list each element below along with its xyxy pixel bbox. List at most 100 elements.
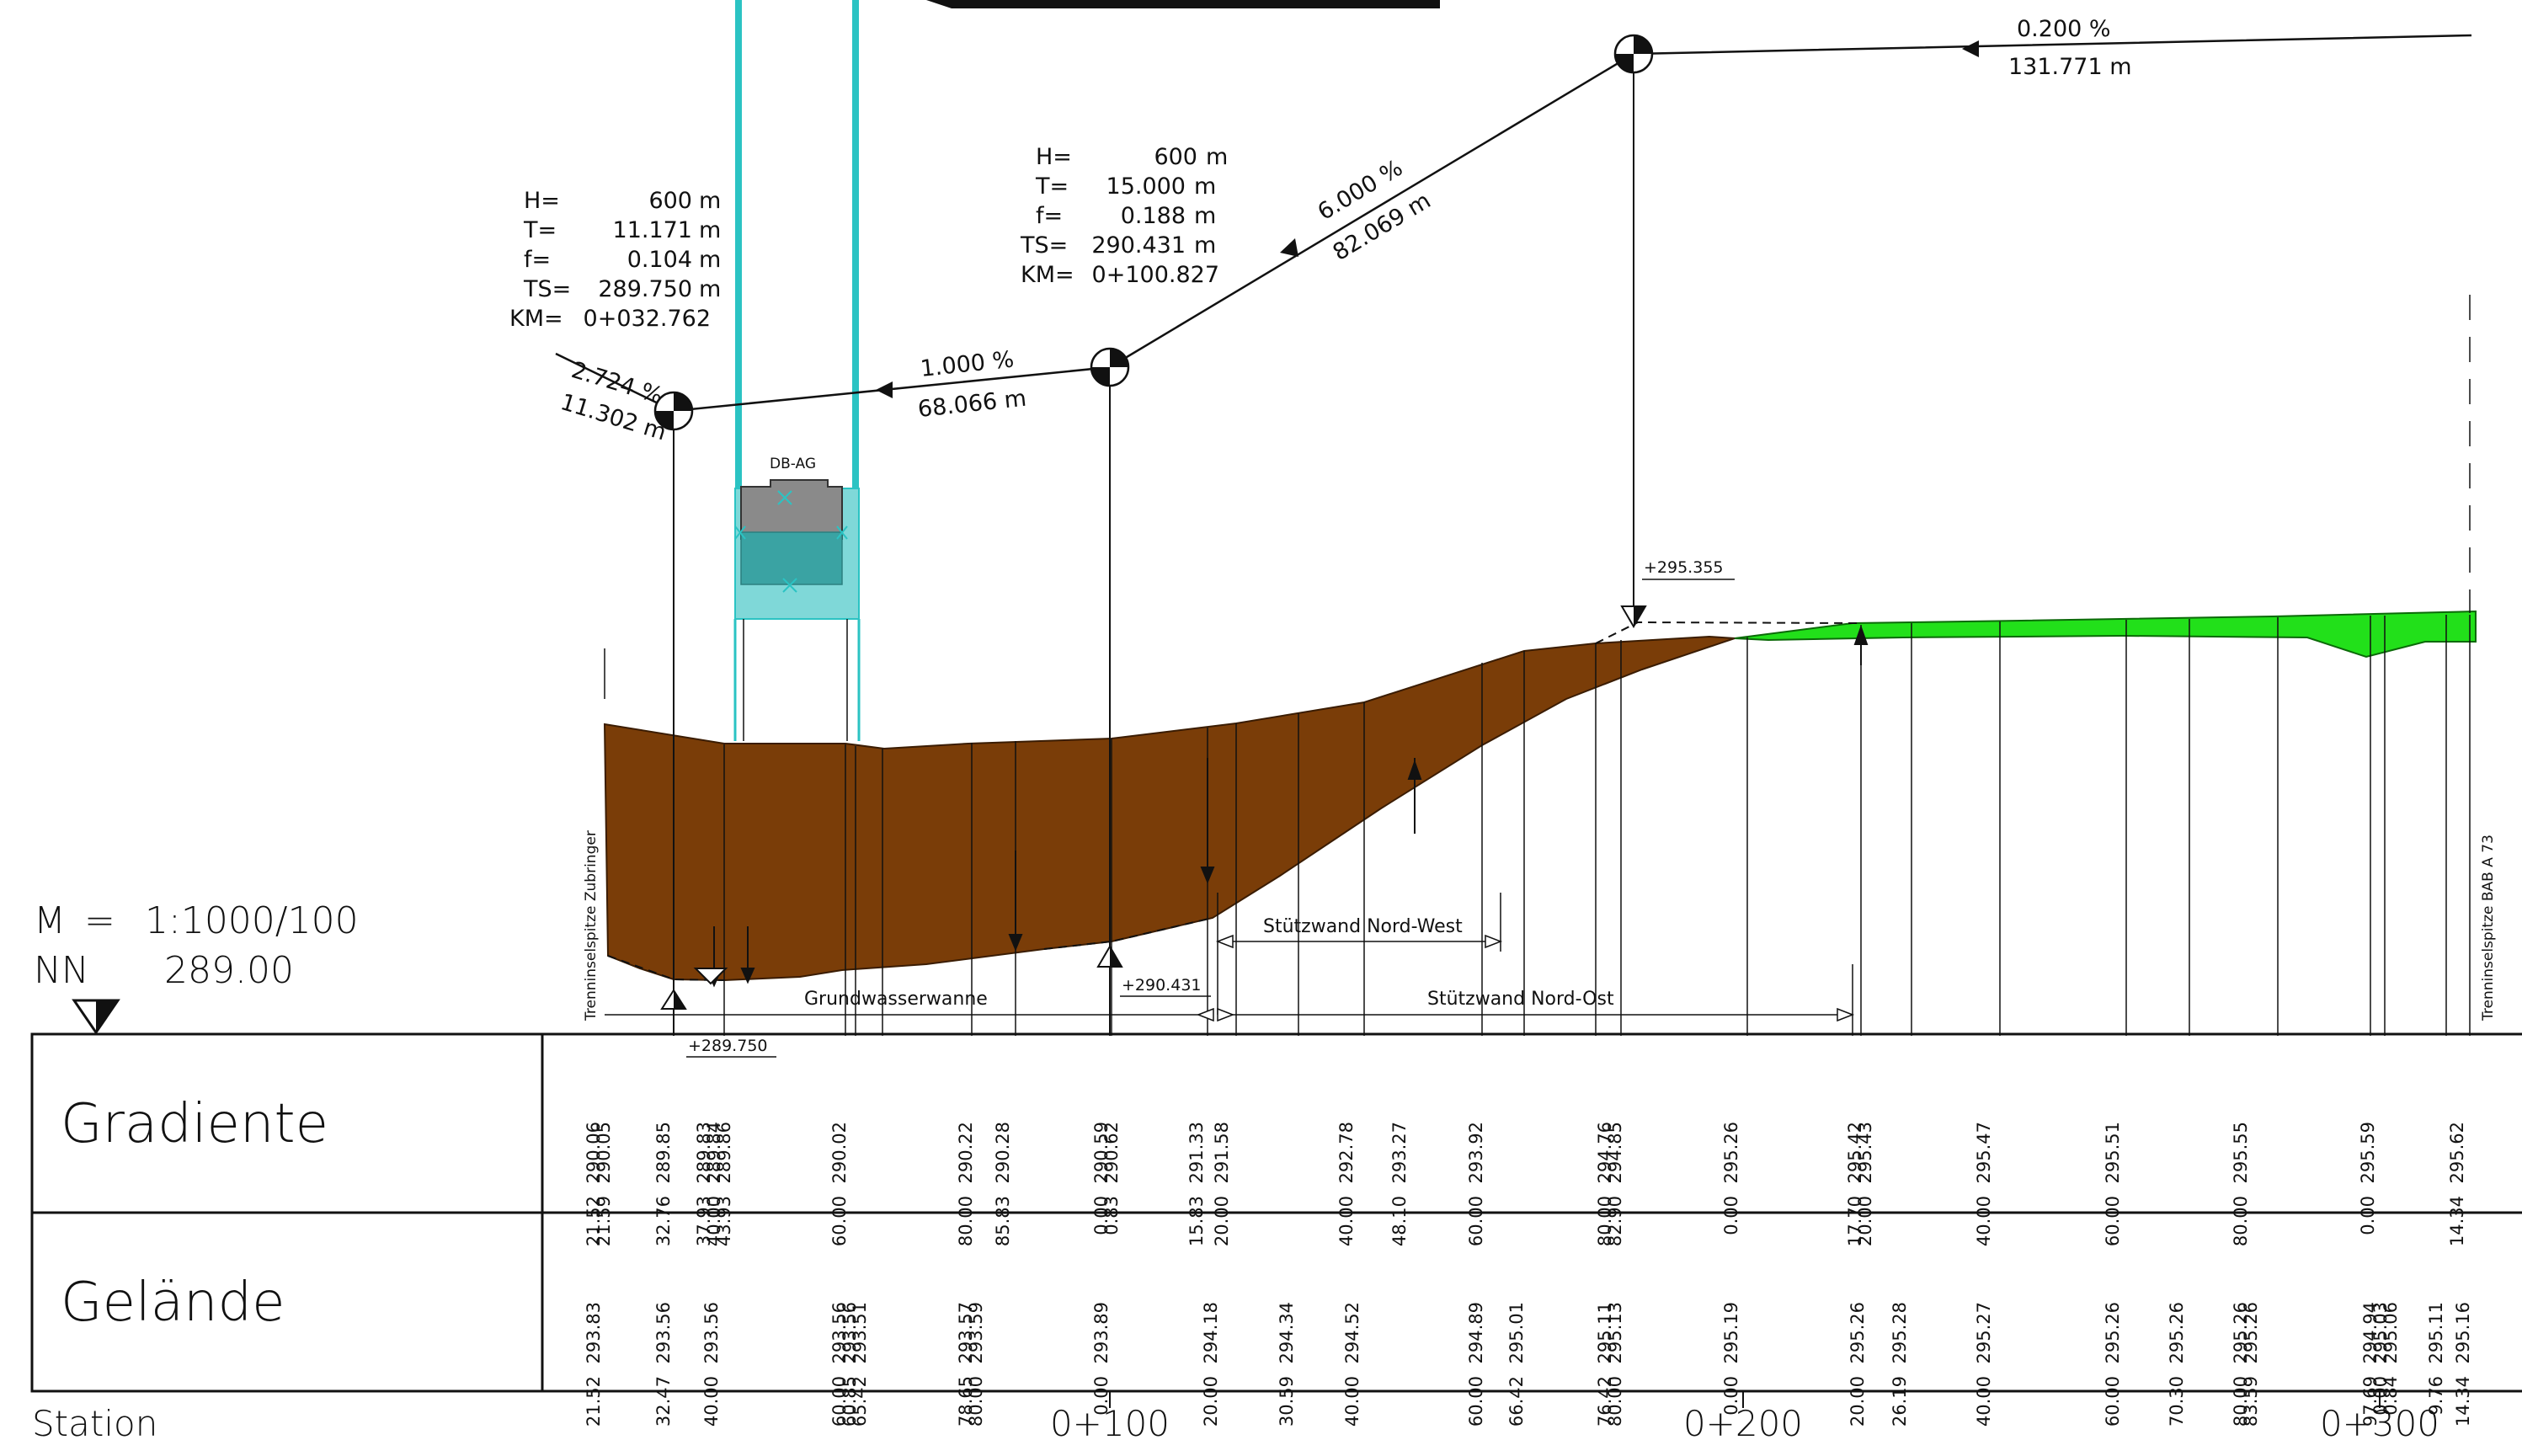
station-value: 60.00 <box>2103 1196 2123 1246</box>
svg-text:TS=: TS= <box>523 276 571 302</box>
elev-marker-1: +289.750 <box>660 989 776 1058</box>
elev-value: 290.02 <box>829 1122 850 1183</box>
station-value: 80.00 <box>2231 1196 2251 1246</box>
elev-label-3: +295.355 <box>1644 558 1724 577</box>
svg-text:T=: T= <box>523 217 557 243</box>
station-mark-200: 0+200 <box>1683 1403 1803 1444</box>
elev-value: 293.56 <box>829 1302 850 1363</box>
elev-value: 289.85 <box>653 1122 674 1183</box>
station-value: 43.93 <box>714 1196 734 1246</box>
station-value: 70.30 <box>2167 1376 2187 1427</box>
station-value: 9.76 <box>2426 1376 2446 1416</box>
grade-2-len: 68.066 m <box>916 386 1027 423</box>
elev-label-2: +290.431 <box>1122 976 1202 995</box>
nordwest-label: Stützwand Nord-West <box>1263 916 1463 937</box>
station-value: 0.00 <box>1721 1376 1741 1416</box>
svg-text:f=: f= <box>1036 203 1063 229</box>
elev-value: 291.58 <box>1212 1122 1232 1183</box>
station-value: 40.00 <box>1974 1196 1994 1246</box>
station-value: 80.00 <box>956 1196 976 1246</box>
station-value: 21.52 <box>584 1196 604 1246</box>
elev-value: 293.57 <box>956 1302 976 1363</box>
station-value: 78.65 <box>956 1376 976 1427</box>
svg-text:m: m <box>699 276 721 302</box>
elev-value: 294.89 <box>1466 1302 1486 1363</box>
elev-value: 290.06 <box>584 1122 604 1183</box>
elev-label-1: +289.750 <box>688 1037 768 1055</box>
svg-text:0.104: 0.104 <box>627 247 692 273</box>
elev-value: 293.59 <box>966 1302 986 1363</box>
scale-value: 1:1000/100 <box>145 899 359 942</box>
profile-geometry: DB-AG <box>555 0 2497 1058</box>
elev-value: 295.26 <box>2167 1302 2187 1363</box>
svg-text:m: m <box>699 188 721 214</box>
pvi-1 <box>653 391 694 431</box>
station-value: 40.00 <box>701 1376 722 1427</box>
svg-text:600: 600 <box>1154 144 1197 170</box>
station-mark-300: 0+300 <box>2320 1403 2439 1444</box>
elevation-markers: +289.750 +290.431 +295.355 <box>660 558 1735 1058</box>
svg-text:m: m <box>1206 144 1228 170</box>
elev-value: 293.56 <box>653 1302 674 1363</box>
station-value: 80.00 <box>1595 1196 1615 1246</box>
svg-text:m: m <box>699 247 721 273</box>
gelaende-values: 293.8321.52293.5632.47293.5640.00293.562… <box>584 1302 2473 1427</box>
station-value: 32.47 <box>653 1376 674 1427</box>
elev-value: 294.85 <box>1605 1122 1625 1183</box>
elev-value: 290.62 <box>1101 1122 1122 1183</box>
elev-value: 295.62 <box>2447 1122 2467 1183</box>
svg-text:15.000: 15.000 <box>1106 173 1186 200</box>
station-value: 66.42 <box>1506 1376 1527 1427</box>
elev-value: 295.01 <box>1506 1302 1527 1363</box>
svg-text:m: m <box>699 217 721 243</box>
elev-value: 293.83 <box>584 1302 604 1363</box>
elev-value: 294.76 <box>1595 1122 1615 1183</box>
elev-value: 295.26 <box>1848 1302 1868 1363</box>
elev-value: 294.52 <box>1342 1302 1362 1363</box>
station-value: 0.00 <box>1091 1196 1112 1235</box>
pvi-2 <box>1090 347 1130 387</box>
station-value: 37.93 <box>694 1196 714 1246</box>
cut-area <box>1734 610 2477 659</box>
station-value: 85.83 <box>993 1196 1013 1246</box>
station-value: 76.42 <box>1595 1376 1615 1427</box>
svg-text:11.171: 11.171 <box>613 217 692 243</box>
elev-value: 293.27 <box>1389 1122 1410 1183</box>
station-value: 80.00 <box>966 1376 986 1427</box>
elev-value: 291.33 <box>1186 1122 1207 1183</box>
curve-block-2: H= 600 m T= 15.000 m f= 0.188 m TS= 290.… <box>1020 144 1228 288</box>
station-value: 20.00 <box>1855 1196 1875 1246</box>
elev-value: 295.55 <box>2231 1122 2251 1183</box>
pvi-markers <box>653 34 1654 1036</box>
station-axis: Station 0+100 0+200 0+300 <box>32 1391 2439 1444</box>
elev-value: 293.56 <box>701 1302 722 1363</box>
svg-text:290.431: 290.431 <box>1091 232 1186 259</box>
elev-value: 295.27 <box>1974 1302 1994 1363</box>
elev-marker-3: +295.355 <box>1620 558 1735 628</box>
elev-value: 290.28 <box>993 1122 1013 1183</box>
row-label-gradiente: Gradiente <box>61 1093 328 1155</box>
svg-text:0+032.762: 0+032.762 <box>584 306 711 332</box>
station-value: 0.84 <box>2381 1376 2401 1416</box>
station-value: 26.19 <box>1890 1376 1910 1427</box>
elev-value: 289.83 <box>694 1122 714 1183</box>
db-ag-structure: DB-AG <box>733 0 861 741</box>
structure-label: DB-AG <box>770 456 816 472</box>
grundwasserwanne-label: Grundwasserwanne <box>804 989 988 1010</box>
grade-2-pct: 1.000 % <box>919 346 1015 381</box>
elev-value: 290.59 <box>1091 1122 1112 1183</box>
scale-eq: = <box>84 899 115 942</box>
elev-value: 293.92 <box>1466 1122 1486 1183</box>
elev-value: 292.78 <box>1336 1122 1357 1183</box>
svg-text:KM=: KM= <box>1021 262 1074 288</box>
station-label: Station <box>32 1403 157 1444</box>
station-value: 14.34 <box>2447 1196 2467 1246</box>
scale-info: M = 1:1000/100 NN 289.00 <box>34 899 359 1035</box>
grade-labels: 2.724 % 11.302 m 1.000 % 68.066 m 6.000 … <box>557 16 2132 446</box>
elev-value: 289.86 <box>714 1122 734 1183</box>
svg-text:H=: H= <box>524 188 560 214</box>
station-value: 0.83 <box>1101 1196 1122 1235</box>
datum-marker-icon <box>72 999 120 1035</box>
svg-text:0+100.827: 0+100.827 <box>1092 262 1219 288</box>
